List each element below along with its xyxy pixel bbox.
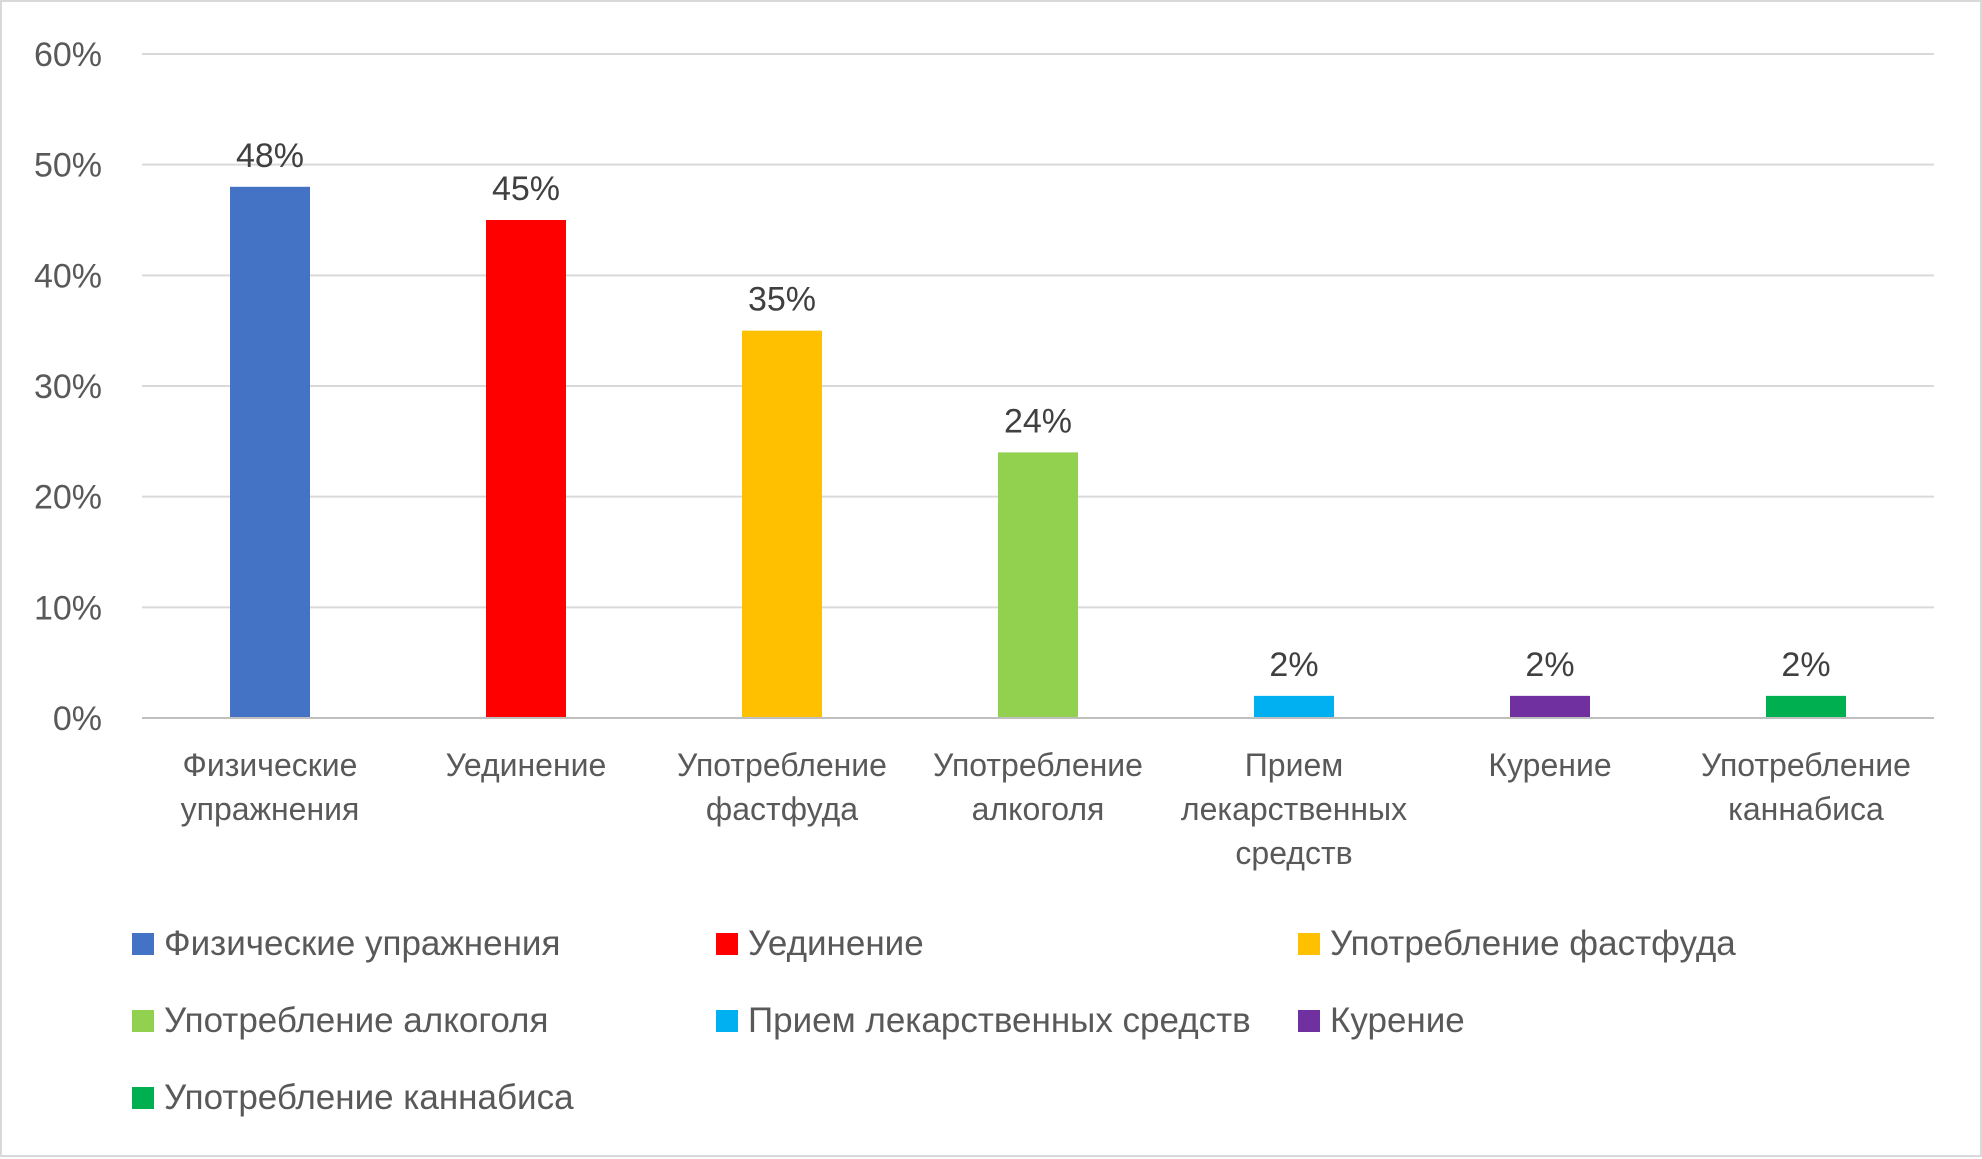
legend-item-4: Употребление алкоголя bbox=[132, 999, 548, 1043]
x-axis-category-labels: Физические упражнения Уединение Употреблени… bbox=[181, 747, 1911, 871]
x-category-label: Физические упражнения bbox=[181, 747, 360, 827]
data-label: 2% bbox=[1269, 646, 1318, 684]
data-label: 48% bbox=[236, 137, 304, 175]
bar bbox=[998, 452, 1078, 718]
y-tick-label: 0% bbox=[53, 700, 102, 738]
bar bbox=[1766, 695, 1846, 718]
x-category-label: Употребление каннабиса bbox=[1701, 747, 1911, 827]
legend-swatch-6 bbox=[1298, 1010, 1320, 1032]
data-label: 24% bbox=[1004, 402, 1072, 440]
bar bbox=[486, 220, 566, 718]
legend-swatch-3 bbox=[1298, 933, 1320, 955]
x-category-label: Курение bbox=[1488, 747, 1611, 783]
legend-label-1: Физические упражнения bbox=[164, 924, 561, 963]
data-label: 2% bbox=[1525, 646, 1574, 684]
data-label: 45% bbox=[492, 170, 560, 208]
x-category-label: Уединение bbox=[446, 747, 607, 783]
x-category-label-line: лекарственных bbox=[1181, 791, 1407, 827]
legend-item-6: Курение bbox=[1298, 999, 1465, 1043]
legend-label-6: Курение bbox=[1330, 1001, 1465, 1040]
x-category-label: Употребление алкоголя bbox=[933, 747, 1143, 827]
x-category-label-line: фастфуда bbox=[706, 791, 858, 827]
x-category-label-line: Употребление bbox=[933, 747, 1143, 783]
bar bbox=[230, 186, 310, 719]
y-tick-label: 10% bbox=[34, 589, 102, 627]
bar bbox=[742, 330, 822, 718]
data-labels: 48% 45% 35% 24% 2% 2% 2% bbox=[236, 137, 1831, 684]
x-category-label-line: Употребление bbox=[1701, 747, 1911, 783]
bar bbox=[1510, 695, 1590, 718]
gridlines bbox=[142, 53, 1934, 609]
legend-item-5: Прием лекарственных средств bbox=[716, 999, 1251, 1043]
legend-swatch-5 bbox=[716, 1010, 738, 1032]
legend-swatch-4 bbox=[132, 1010, 154, 1032]
data-label: 35% bbox=[748, 281, 816, 319]
x-category-label-line: средств bbox=[1235, 835, 1352, 871]
x-category-label-line: каннабиса bbox=[1728, 791, 1884, 827]
data-label: 2% bbox=[1781, 646, 1830, 684]
x-category-label-line: упражнения bbox=[181, 791, 360, 827]
legend-item-3: Употребление фастфуда bbox=[1298, 922, 1736, 966]
legend-swatch-1 bbox=[132, 933, 154, 955]
y-tick-label: 30% bbox=[34, 368, 102, 406]
x-category-label-line: Уединение bbox=[446, 747, 607, 783]
x-category-label-line: алкоголя bbox=[972, 791, 1105, 827]
y-tick-label: 50% bbox=[34, 147, 102, 185]
x-category-label-line: Прием bbox=[1245, 747, 1343, 783]
x-category-label-line: Физические bbox=[183, 747, 358, 783]
legend-label-5: Прием лекарственных средств bbox=[748, 1001, 1251, 1040]
legend-item-1: Физические упражнения bbox=[132, 922, 560, 966]
bar bbox=[1254, 695, 1334, 718]
y-axis-tick-labels: 0% 10% 20% 30% 40% 50% 60% bbox=[34, 36, 102, 738]
legend-label-3: Употребление фастфуда bbox=[1330, 924, 1736, 963]
bars bbox=[230, 186, 1846, 719]
legend-label-2: Уединение bbox=[748, 924, 924, 963]
y-tick-label: 20% bbox=[34, 479, 102, 517]
legend-label-7: Употребление каннабиса bbox=[164, 1078, 574, 1117]
x-category-label-line: Употребление bbox=[677, 747, 887, 783]
x-category-label-line: Курение bbox=[1488, 747, 1611, 783]
y-tick-label: 60% bbox=[34, 36, 102, 74]
x-category-label: Употребление фастфуда bbox=[677, 747, 887, 827]
legend-swatch-7 bbox=[132, 1087, 154, 1109]
y-tick-label: 40% bbox=[34, 257, 102, 295]
legend-label-4: Употребление алкоголя bbox=[164, 1001, 549, 1040]
x-category-label: Прием лекарственных средств bbox=[1181, 747, 1407, 871]
legend-item-7: Употребление каннабиса bbox=[132, 1076, 574, 1120]
legend-item-2: Уединение bbox=[716, 922, 924, 966]
legend-swatch-2 bbox=[716, 933, 738, 955]
